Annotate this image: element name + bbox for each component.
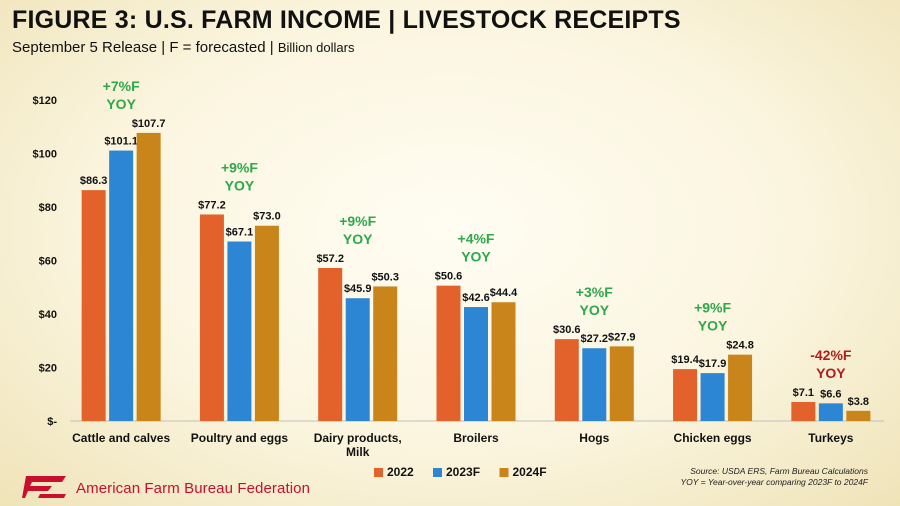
source-line: Source: USDA ERS, Farm Bureau Calculatio… xyxy=(690,466,868,476)
data-label: $30.6 xyxy=(553,324,581,336)
data-label: $17.9 xyxy=(699,358,727,370)
bar xyxy=(81,190,106,421)
yoy-label: YOY xyxy=(698,318,728,334)
category-label: Hogs xyxy=(579,431,609,445)
y-tick-label: $80 xyxy=(39,202,57,214)
data-label: $86.3 xyxy=(80,175,108,187)
chart-title: FIGURE 3: U.S. FARM INCOME | LIVESTOCK R… xyxy=(12,6,681,34)
yoy-percent: +4%F xyxy=(458,231,495,247)
yoy-label: YOY xyxy=(343,231,373,247)
bar xyxy=(846,410,871,421)
source-note: Source: USDA ERS, Farm Bureau Calculatio… xyxy=(680,466,868,488)
bar xyxy=(318,267,343,421)
data-label: $24.8 xyxy=(726,340,754,352)
category-label: Broilers xyxy=(453,431,499,445)
yoy-label: YOY xyxy=(225,177,255,193)
yoy-label: YOY xyxy=(106,96,136,112)
yoy-percent: +9%F xyxy=(221,159,258,175)
category-label: Turkeys xyxy=(808,431,853,445)
bar xyxy=(491,302,516,421)
bar xyxy=(791,402,816,421)
legend-swatch xyxy=(433,468,442,477)
y-tick-label: $60 xyxy=(39,256,57,268)
yoy-definition: YOY = Year-over-year comparing 2023F to … xyxy=(680,477,868,487)
bar xyxy=(436,285,461,421)
bar xyxy=(728,354,753,421)
y-tick-label: $120 xyxy=(33,95,57,107)
data-label: $67.1 xyxy=(226,227,254,239)
bar xyxy=(345,298,370,421)
bar xyxy=(554,339,579,421)
data-label: $44.4 xyxy=(490,287,518,299)
y-tick-label: $40 xyxy=(39,309,57,321)
data-label: $19.4 xyxy=(671,354,699,366)
bar xyxy=(109,150,134,421)
organization-name: American Farm Bureau Federation xyxy=(76,480,311,497)
data-label: $73.0 xyxy=(253,211,281,223)
data-label: $7.1 xyxy=(793,387,814,399)
data-label: $27.9 xyxy=(608,331,636,343)
legend-label: 2022 xyxy=(387,465,414,479)
data-label: $3.8 xyxy=(848,396,869,408)
data-label: $57.2 xyxy=(316,253,344,265)
yoy-percent: +3%F xyxy=(576,284,613,300)
y-tick-label: $- xyxy=(47,416,57,428)
bar xyxy=(700,373,725,421)
legend-swatch xyxy=(374,468,383,477)
yoy-percent: +7%F xyxy=(103,78,140,94)
data-label: $6.6 xyxy=(820,388,841,400)
bar xyxy=(818,403,843,421)
bar xyxy=(254,225,279,421)
bar xyxy=(373,286,398,421)
yoy-label: YOY xyxy=(816,365,846,381)
bar xyxy=(582,348,607,421)
category-label: Cattle and calves xyxy=(72,431,170,445)
data-label: $27.2 xyxy=(581,333,609,345)
bar xyxy=(464,307,488,421)
chart-subtitle: September 5 Release | F = forecasted | B… xyxy=(12,39,354,56)
yoy-percent: +9%F xyxy=(694,300,731,316)
category-label: Poultry and eggs xyxy=(191,431,289,445)
y-tick-label: $20 xyxy=(39,363,57,375)
y-tick-label: $100 xyxy=(33,149,57,161)
bar xyxy=(136,132,161,421)
legend-label: 2024F xyxy=(513,465,547,479)
category-label: Chicken eggs xyxy=(674,431,752,445)
yoy-percent: +9%F xyxy=(339,213,376,229)
legend-swatch xyxy=(499,468,509,477)
legend-label: 2023F xyxy=(446,465,480,479)
bar xyxy=(199,214,224,421)
data-label: $101.1 xyxy=(104,136,138,148)
data-label: $50.6 xyxy=(435,271,463,283)
yoy-label: YOY xyxy=(461,249,491,265)
data-label: $77.2 xyxy=(198,199,226,211)
data-label: $50.3 xyxy=(371,271,399,283)
yoy-percent: -42%F xyxy=(810,347,852,363)
data-label: $42.6 xyxy=(462,292,490,304)
subtitle-main: September 5 Release | F = forecasted | xyxy=(12,39,278,56)
subtitle-unit: Billion dollars xyxy=(277,40,355,55)
bar xyxy=(609,346,634,421)
yoy-label: YOY xyxy=(579,302,609,318)
category-label: Dairy products, Milk xyxy=(314,431,402,459)
data-label: $45.9 xyxy=(344,283,372,295)
afbf-logo-icon xyxy=(22,476,66,498)
bar xyxy=(227,241,252,421)
data-label: $107.7 xyxy=(132,118,166,130)
bar xyxy=(673,369,698,421)
